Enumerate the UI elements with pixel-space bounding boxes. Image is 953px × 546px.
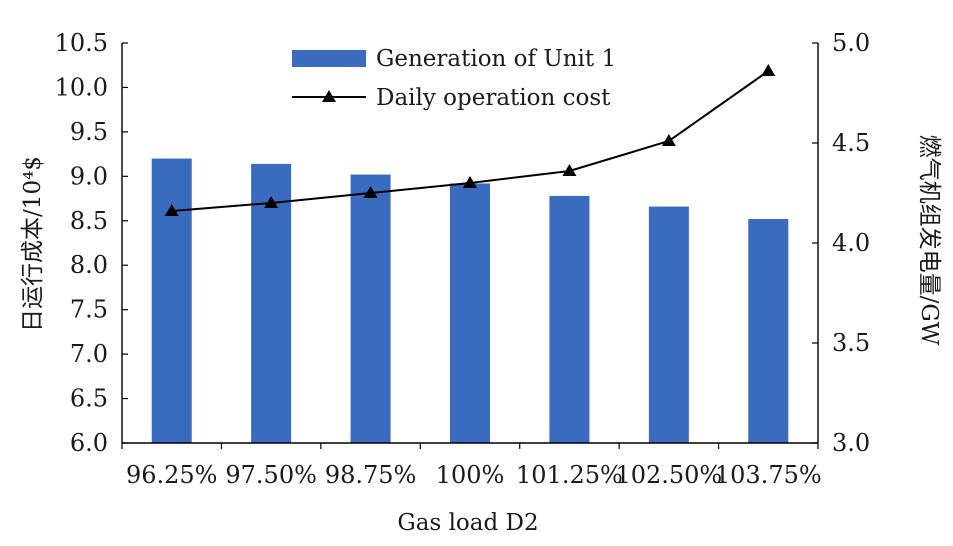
bar-series bbox=[151, 158, 789, 444]
x-axis-title: Gas load D2 bbox=[397, 510, 538, 536]
legend-bar-swatch bbox=[292, 50, 366, 67]
line-point bbox=[363, 186, 378, 198]
bar bbox=[648, 206, 689, 443]
x-tick-label: 98.75% bbox=[325, 461, 417, 489]
bar bbox=[748, 219, 789, 443]
line-point bbox=[562, 164, 577, 176]
right-tick-label: 3.5 bbox=[832, 329, 870, 357]
x-axis-ticks: 96.25% 97.50% 98.75% 100% 101.25%102.50%103.… bbox=[121, 443, 822, 489]
left-tick-label: 9.5 bbox=[70, 118, 108, 146]
left-axis-ticks: 6.0 6.5 7.0 7.5 8.0 8.5 9.0 9.5 10.0 10.5 bbox=[55, 29, 128, 457]
right-tick-label: 4.0 bbox=[832, 229, 870, 257]
legend-line-label: Daily operation cost bbox=[376, 85, 611, 111]
left-axis-title: 日运行成本/10⁴$ bbox=[20, 156, 46, 332]
left-tick-label: 7.0 bbox=[70, 340, 108, 368]
x-tick-label: 96.25% bbox=[126, 461, 218, 489]
x-tick-label: 100% bbox=[436, 461, 505, 489]
bar bbox=[350, 174, 391, 444]
x-tick-label: 103.75% bbox=[715, 461, 822, 489]
left-tick-label: 9.0 bbox=[70, 162, 108, 190]
right-tick-label: 4.5 bbox=[832, 129, 870, 157]
x-tick-label: 101.25% bbox=[516, 461, 623, 489]
left-tick-label: 8.5 bbox=[70, 207, 108, 235]
line-point bbox=[264, 196, 279, 208]
x-tick-label: 97.50% bbox=[225, 461, 317, 489]
right-tick-label: 3.0 bbox=[832, 429, 870, 457]
left-tick-label: 7.5 bbox=[70, 296, 108, 324]
line-point bbox=[661, 134, 676, 146]
legend-bar-label: Generation of Unit 1 bbox=[376, 46, 616, 72]
left-tick-label: 10.0 bbox=[55, 73, 108, 101]
line-point bbox=[463, 176, 477, 188]
right-axis-title: 燃气机组发电量/GW bbox=[916, 135, 942, 346]
left-tick-label: 8.0 bbox=[70, 251, 108, 279]
left-tick-label: 6.5 bbox=[70, 385, 108, 413]
x-tick-label: 102.50% bbox=[615, 461, 722, 489]
right-tick-label: 5.0 bbox=[832, 29, 870, 57]
bar bbox=[549, 195, 590, 443]
legend: Generation of Unit 1 Daily operation cos… bbox=[292, 46, 616, 111]
line-point bbox=[761, 64, 776, 76]
line-point bbox=[164, 204, 179, 216]
right-axis-ticks: 3.0 3.5 4.0 4.5 5.0 bbox=[812, 29, 870, 457]
plot-area bbox=[151, 64, 789, 444]
left-tick-label: 10.5 bbox=[55, 29, 108, 57]
bar bbox=[151, 158, 192, 444]
bar bbox=[450, 183, 490, 443]
bar bbox=[251, 163, 292, 443]
line-series bbox=[164, 64, 776, 216]
left-tick-label: 6.0 bbox=[70, 429, 108, 457]
legend-triangle-marker bbox=[322, 90, 336, 102]
